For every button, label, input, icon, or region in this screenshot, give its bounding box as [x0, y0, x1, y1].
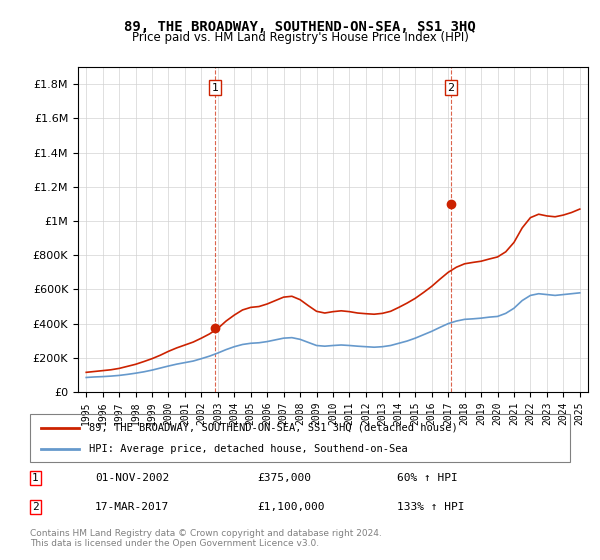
Text: 133% ↑ HPI: 133% ↑ HPI [397, 502, 465, 512]
Text: This data is licensed under the Open Government Licence v3.0.: This data is licensed under the Open Gov… [30, 539, 319, 548]
Text: 89, THE BROADWAY, SOUTHEND-ON-SEA, SS1 3HQ: 89, THE BROADWAY, SOUTHEND-ON-SEA, SS1 3… [124, 20, 476, 34]
Text: 89, THE BROADWAY, SOUTHEND-ON-SEA, SS1 3HQ (detached house): 89, THE BROADWAY, SOUTHEND-ON-SEA, SS1 3… [89, 423, 458, 433]
Text: 01-NOV-2002: 01-NOV-2002 [95, 473, 169, 483]
Text: Price paid vs. HM Land Registry's House Price Index (HPI): Price paid vs. HM Land Registry's House … [131, 31, 469, 44]
Text: 1: 1 [32, 473, 39, 483]
Text: 17-MAR-2017: 17-MAR-2017 [95, 502, 169, 512]
Text: HPI: Average price, detached house, Southend-on-Sea: HPI: Average price, detached house, Sout… [89, 444, 408, 454]
Text: Contains HM Land Registry data © Crown copyright and database right 2024.: Contains HM Land Registry data © Crown c… [30, 529, 382, 538]
Text: £1,100,000: £1,100,000 [257, 502, 324, 512]
Text: £375,000: £375,000 [257, 473, 311, 483]
Text: 2: 2 [32, 502, 39, 512]
Text: 60% ↑ HPI: 60% ↑ HPI [397, 473, 458, 483]
Text: 1: 1 [212, 83, 218, 93]
Text: 2: 2 [448, 83, 454, 93]
